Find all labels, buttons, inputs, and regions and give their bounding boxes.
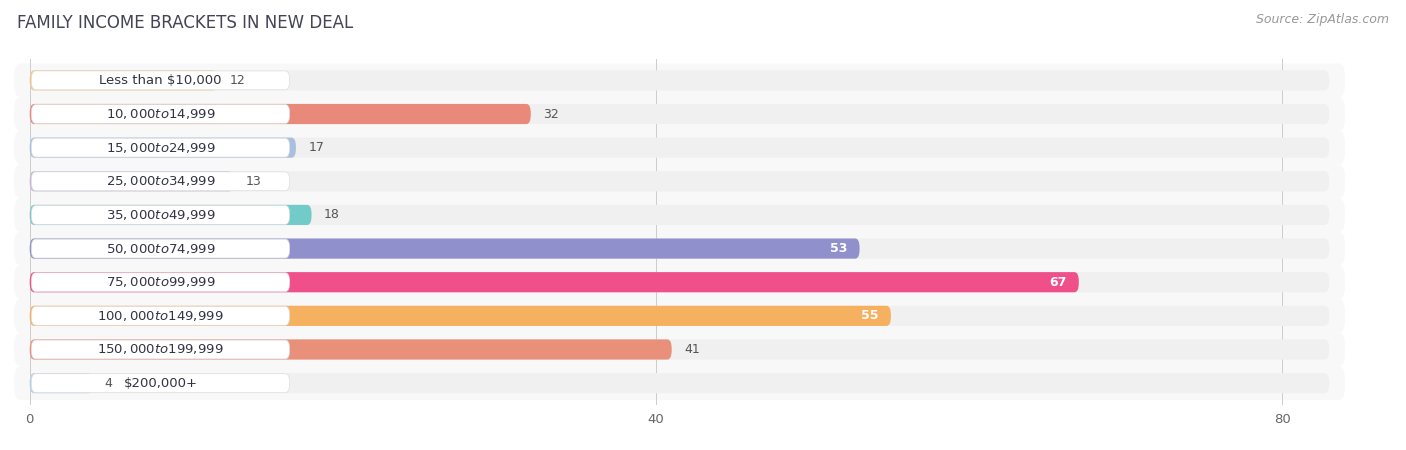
Text: $35,000 to $49,999: $35,000 to $49,999: [105, 208, 215, 222]
Text: 32: 32: [543, 108, 560, 121]
FancyBboxPatch shape: [14, 232, 1346, 266]
FancyBboxPatch shape: [14, 266, 1346, 299]
Text: Source: ZipAtlas.com: Source: ZipAtlas.com: [1256, 14, 1389, 27]
Text: 18: 18: [325, 208, 340, 221]
FancyBboxPatch shape: [30, 104, 1329, 124]
Text: 55: 55: [860, 309, 879, 322]
FancyBboxPatch shape: [14, 164, 1346, 198]
FancyBboxPatch shape: [30, 238, 859, 259]
Text: 41: 41: [685, 343, 700, 356]
Text: 12: 12: [231, 74, 246, 87]
FancyBboxPatch shape: [14, 63, 1346, 97]
FancyBboxPatch shape: [14, 299, 1346, 333]
FancyBboxPatch shape: [31, 104, 290, 123]
FancyBboxPatch shape: [14, 198, 1346, 232]
Text: 67: 67: [1049, 276, 1066, 289]
FancyBboxPatch shape: [14, 333, 1346, 366]
Text: 13: 13: [246, 175, 262, 188]
FancyBboxPatch shape: [30, 70, 218, 90]
Text: 4: 4: [105, 377, 112, 390]
FancyBboxPatch shape: [31, 71, 290, 90]
Text: 53: 53: [830, 242, 846, 255]
Text: $15,000 to $24,999: $15,000 to $24,999: [105, 141, 215, 155]
FancyBboxPatch shape: [31, 172, 290, 191]
Text: $75,000 to $99,999: $75,000 to $99,999: [105, 275, 215, 289]
FancyBboxPatch shape: [30, 306, 1329, 326]
FancyBboxPatch shape: [30, 205, 1329, 225]
FancyBboxPatch shape: [31, 239, 290, 258]
FancyBboxPatch shape: [30, 306, 891, 326]
FancyBboxPatch shape: [30, 272, 1329, 292]
FancyBboxPatch shape: [30, 104, 531, 124]
FancyBboxPatch shape: [14, 97, 1346, 131]
Text: $10,000 to $14,999: $10,000 to $14,999: [105, 107, 215, 121]
Text: $25,000 to $34,999: $25,000 to $34,999: [105, 174, 215, 188]
FancyBboxPatch shape: [30, 373, 93, 393]
FancyBboxPatch shape: [30, 339, 1329, 360]
Text: $50,000 to $74,999: $50,000 to $74,999: [105, 242, 215, 256]
FancyBboxPatch shape: [14, 131, 1346, 164]
FancyBboxPatch shape: [30, 238, 1329, 259]
Text: $200,000+: $200,000+: [124, 377, 197, 390]
FancyBboxPatch shape: [31, 306, 290, 325]
FancyBboxPatch shape: [30, 171, 233, 191]
FancyBboxPatch shape: [31, 273, 290, 292]
FancyBboxPatch shape: [30, 373, 1329, 393]
FancyBboxPatch shape: [30, 70, 1329, 90]
Text: Less than $10,000: Less than $10,000: [100, 74, 222, 87]
Text: $150,000 to $199,999: $150,000 to $199,999: [97, 342, 224, 356]
FancyBboxPatch shape: [31, 206, 290, 225]
FancyBboxPatch shape: [30, 205, 312, 225]
FancyBboxPatch shape: [31, 374, 290, 392]
FancyBboxPatch shape: [31, 138, 290, 157]
FancyBboxPatch shape: [30, 272, 1078, 292]
FancyBboxPatch shape: [30, 171, 1329, 191]
FancyBboxPatch shape: [30, 339, 672, 360]
FancyBboxPatch shape: [30, 138, 295, 158]
Text: $100,000 to $149,999: $100,000 to $149,999: [97, 309, 224, 323]
FancyBboxPatch shape: [30, 138, 1329, 158]
FancyBboxPatch shape: [31, 340, 290, 359]
Text: FAMILY INCOME BRACKETS IN NEW DEAL: FAMILY INCOME BRACKETS IN NEW DEAL: [17, 14, 353, 32]
FancyBboxPatch shape: [14, 366, 1346, 400]
Text: 17: 17: [308, 141, 325, 154]
